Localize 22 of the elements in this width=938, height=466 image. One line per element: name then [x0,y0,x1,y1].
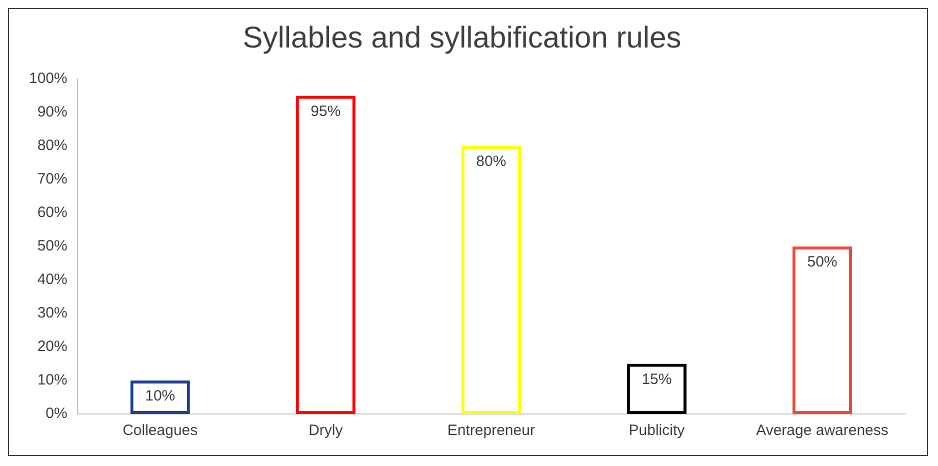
x-tick-label: Dryly [308,422,344,440]
y-tick-label: 30% [37,304,68,322]
x-tick-label: Average awareness [756,422,888,440]
y-tick-label: 80% [37,137,68,154]
x-tick-label: Colleagues [122,422,198,440]
y-tick-label: 70% [37,170,68,188]
chart-title: Syllables and syllabification rules [242,21,682,54]
data-label: 15% [642,370,672,388]
data-label: 10% [145,388,176,405]
y-tick-label: 50% [37,238,68,255]
y-tick-label: 0% [46,405,68,422]
data-label: 80% [476,153,506,170]
y-tick-label: 90% [37,104,68,121]
data-label: 95% [310,102,341,120]
x-tick-label: Entrepreneur [447,422,535,440]
y-tick-label: 40% [37,271,68,288]
y-tick-label: 10% [37,372,68,389]
data-label: 50% [807,254,838,271]
y-tick-label: 100% [28,70,68,88]
x-tick-label: Publicity [628,422,686,440]
y-tick-label: 60% [37,204,68,222]
y-tick-label: 20% [37,338,68,356]
